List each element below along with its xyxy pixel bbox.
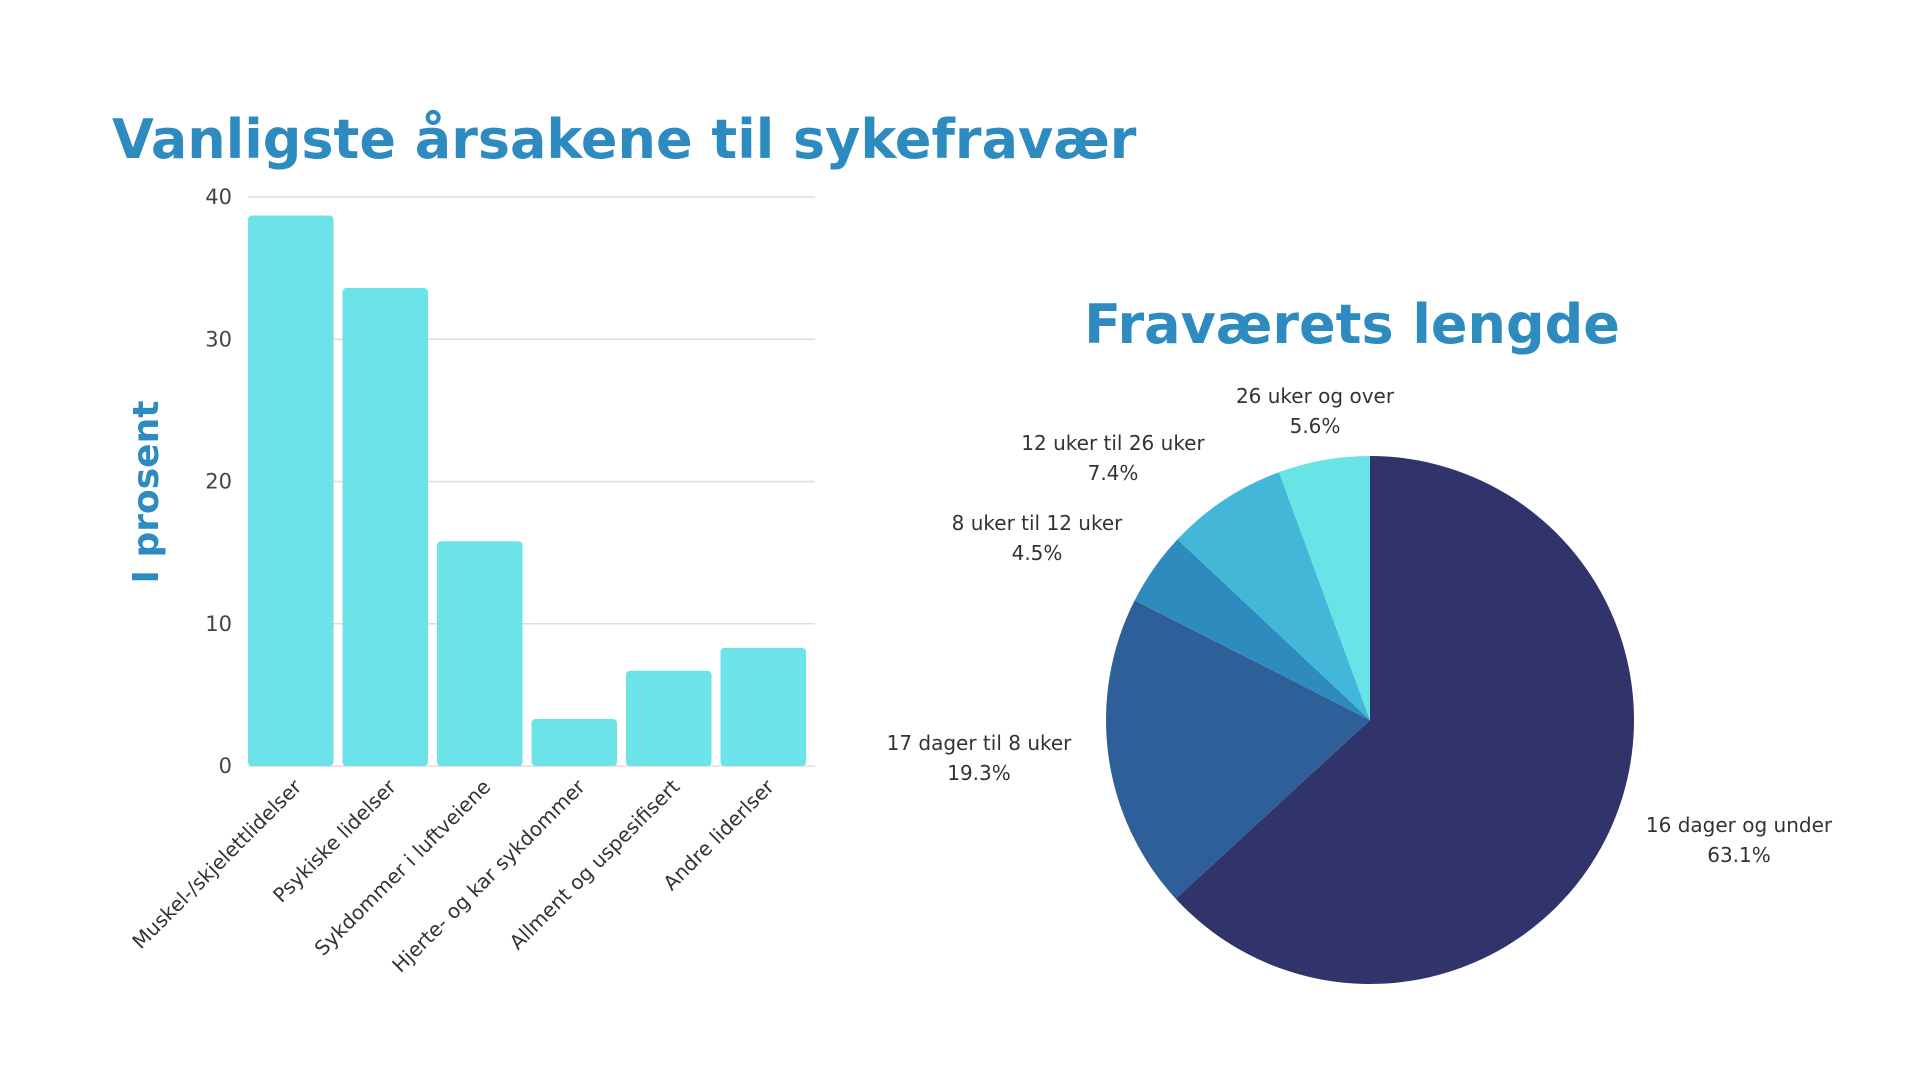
- pie-slice: [1175, 456, 1634, 984]
- pie-slice: [1278, 456, 1370, 720]
- pie-slice-value: 63.1%: [1707, 843, 1771, 867]
- bar-y-ticks: 0 10 20 30 40: [205, 185, 232, 778]
- bar: [437, 541, 523, 766]
- bar: [720, 647, 806, 766]
- pie-slice-label: 26 uker og over: [1236, 384, 1395, 408]
- y-tick-label: 10: [205, 612, 232, 636]
- pie-chart-title: Fraværets lengde: [1084, 293, 1620, 356]
- pie-slice-label: 17 dager til 8 uker: [887, 731, 1073, 755]
- x-category-label: Hjerte- og kar sykdommer: [387, 774, 590, 977]
- pie-slice-value: 5.6%: [1290, 414, 1341, 438]
- bar-chart-title: Vanligste årsakene til sykefravær: [112, 108, 1137, 171]
- pie-slice-value: 19.3%: [947, 761, 1011, 785]
- bar-series: [248, 215, 806, 766]
- pie-slice-value: 7.4%: [1088, 461, 1139, 485]
- bar: [248, 215, 334, 766]
- bar: [342, 288, 428, 766]
- pie-slice-value: 4.5%: [1012, 541, 1063, 565]
- pie-slices: [1106, 456, 1634, 984]
- bar: [531, 719, 617, 766]
- pie-slice-label: 16 dager og under: [1646, 813, 1833, 837]
- y-axis-title: I prosent: [126, 401, 167, 584]
- y-tick-label: 40: [205, 185, 232, 209]
- x-category-label: Sykdommer i luftveiene: [310, 775, 496, 961]
- x-category-label: Muskel-/skjelettlidelser: [127, 774, 306, 953]
- pie-slice-label: 12 uker til 26 uker: [1021, 431, 1205, 455]
- y-tick-label: 0: [219, 754, 232, 778]
- pie-slice: [1106, 600, 1370, 899]
- y-tick-label: 30: [205, 327, 232, 351]
- bar: [626, 670, 712, 766]
- y-tick-label: 20: [205, 470, 232, 494]
- pie-slice: [1177, 472, 1370, 720]
- pie-slice: [1134, 539, 1370, 720]
- pie-slice-label: 8 uker til 12 uker: [952, 511, 1123, 535]
- x-category-label: Allment og uspesifisert: [505, 774, 685, 954]
- pie-labels: 16 dager og under 63.1% 17 dager til 8 uke…: [887, 384, 1833, 867]
